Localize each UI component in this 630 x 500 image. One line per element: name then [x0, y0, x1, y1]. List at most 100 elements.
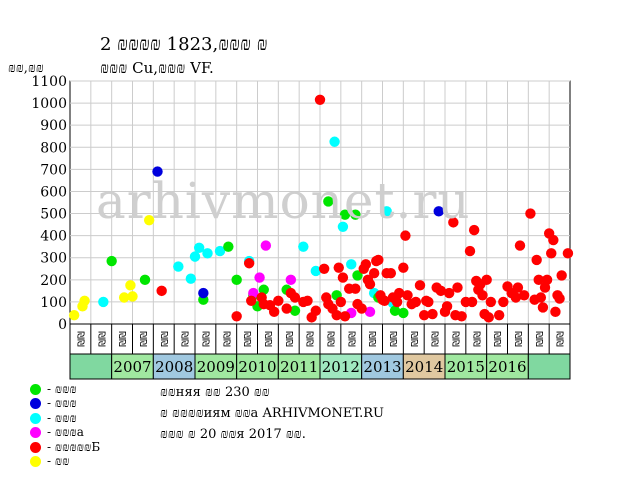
legend-label: - ₪₪₪₪₪Б: [47, 439, 101, 454]
data-point: [466, 296, 478, 308]
legend-dot: [30, 398, 41, 410]
half-label: ₪₪: [222, 331, 233, 347]
data-point: [435, 285, 447, 297]
year-label: 2016: [488, 358, 526, 376]
data-point: [337, 221, 349, 232]
half-label: ₪₪: [285, 331, 296, 347]
data-point: [546, 248, 557, 259]
data-point: [106, 255, 117, 267]
data-point: [193, 242, 205, 253]
data-point: [389, 305, 401, 316]
data-point: [393, 287, 405, 299]
y-tick-label: 600: [40, 184, 67, 200]
data-point: [379, 295, 390, 307]
year-cell: [194, 353, 238, 380]
data-point: [452, 282, 463, 293]
data-point: [400, 230, 411, 241]
year-label: 2008: [155, 358, 193, 376]
data-point: [418, 309, 430, 321]
data-point: [314, 94, 326, 105]
data-point: [368, 267, 380, 279]
half-label: ₪₪: [139, 331, 150, 347]
data-point: [350, 283, 361, 294]
year-label: 2010: [238, 358, 276, 376]
data-point: [514, 240, 526, 251]
data-point: [346, 259, 357, 270]
data-point: [302, 295, 313, 307]
year-cell: [236, 353, 279, 380]
data-point: [143, 214, 155, 226]
year-label: 2015: [447, 358, 485, 376]
data-point: [139, 274, 151, 286]
half-label: ₪₪: [410, 331, 421, 347]
legend-dot: [30, 383, 41, 395]
data-point: [68, 309, 80, 321]
data-point: [339, 209, 351, 220]
y-tick-label: 800: [40, 140, 67, 156]
data-point: [448, 217, 459, 228]
half-label: ₪₪: [514, 331, 525, 347]
watermark: arhivmonet.ru: [96, 172, 471, 230]
data-point: [381, 206, 392, 217]
legend-label: - ₪₪: [47, 454, 70, 469]
legend-item: - ₪₪₪₪₪Б: [30, 440, 100, 455]
data-point: [156, 285, 167, 297]
y-tick-label: 900: [40, 118, 67, 134]
data-point: [510, 292, 522, 303]
data-point: [202, 248, 213, 259]
half-label: ₪₪: [326, 331, 337, 347]
data-point: [548, 234, 559, 246]
legend-item: - ₪₪₪: [30, 382, 100, 397]
data-point: [198, 287, 209, 299]
data-point: [541, 274, 553, 286]
y-tick-label: 100: [40, 295, 67, 311]
half-label: ₪₪: [431, 331, 442, 347]
half-label: ₪₪: [97, 331, 108, 347]
data-point: [464, 245, 476, 257]
data-point: [337, 272, 349, 283]
data-point: [173, 261, 184, 272]
half-label: ₪₪: [493, 331, 504, 347]
data-point: [231, 274, 242, 286]
note-average-price: ₪₪няя ₪₪ 230 ₪₪: [160, 385, 270, 400]
data-point: [525, 208, 536, 219]
data-point: [364, 279, 376, 290]
data-point: [373, 254, 384, 266]
notes: ₪₪няя ₪₪ 230 ₪₪ ₪ ₪₪₪₪иям ₪₪а ARHIVMONET…: [160, 382, 384, 445]
data-point: [318, 263, 330, 274]
data-point: [391, 296, 403, 308]
data-point: [310, 265, 322, 277]
half-label: ₪₪: [118, 331, 129, 347]
data-point: [456, 311, 467, 322]
half-label: ₪₪: [347, 331, 358, 347]
y-tick-label: 1000: [31, 96, 67, 112]
year-cell: [527, 353, 571, 380]
data-point: [410, 296, 422, 308]
year-label: 2013: [363, 358, 401, 376]
data-point: [273, 295, 284, 307]
price-scatter-chart: 0 100 200 300 400 500 600 700 800 900 1000 1100 ₪₪ ₪₪…: [31, 74, 574, 380]
chart-subtitle: ₪₪₪ Cu,₪₪₪ VF.: [100, 59, 214, 77]
data-point: [339, 311, 351, 322]
half-label: ₪₪: [181, 331, 192, 347]
data-point: [350, 209, 361, 220]
data-point: [477, 290, 488, 301]
data-point: [414, 280, 426, 291]
data-point: [483, 312, 494, 323]
y-tick-label: 1100: [31, 74, 67, 90]
data-point: [481, 274, 492, 286]
data-point: [185, 273, 197, 284]
data-point: [281, 303, 292, 314]
data-point: [427, 308, 438, 320]
data-point: [231, 311, 242, 322]
note-date: ₪₪₪ ₪ 20 ₪₪я 2017 ₪₪.: [160, 427, 306, 442]
data-point: [535, 292, 547, 303]
data-point: [268, 306, 280, 318]
data-point: [423, 296, 434, 308]
data-point: [398, 262, 409, 273]
data-point: [364, 306, 376, 318]
half-label: ₪₪: [389, 331, 400, 347]
year-label: 2012: [322, 358, 360, 376]
year-cell: [277, 353, 321, 380]
data-point: [352, 270, 363, 281]
